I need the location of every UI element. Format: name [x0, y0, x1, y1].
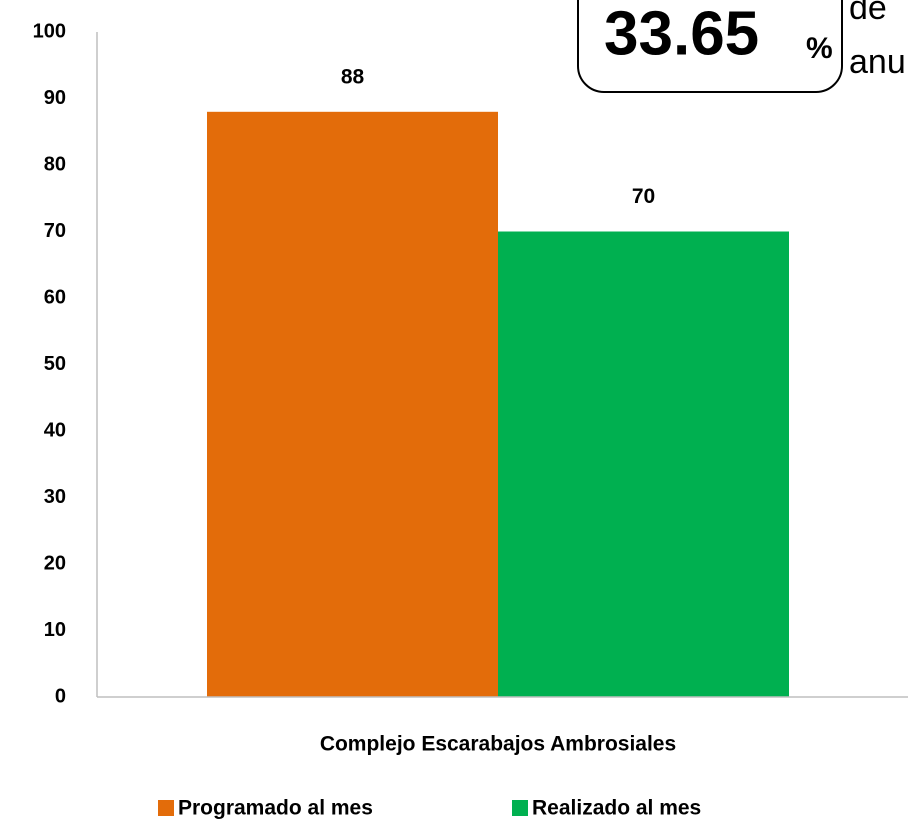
- y-tick-label: 70: [44, 220, 66, 242]
- legend-swatch: [158, 800, 174, 816]
- legend-label: Realizado al mes: [532, 797, 701, 820]
- y-tick-label: 20: [44, 552, 66, 574]
- bar: [207, 111, 498, 698]
- annotation-text: anu: [849, 43, 906, 81]
- annotation-value: 33.65: [604, 0, 759, 68]
- y-tick-label: 80: [44, 153, 66, 175]
- bar: [498, 231, 789, 697]
- y-tick-label: 100: [33, 20, 66, 42]
- x-tick-label: Complejo Escarabajos Ambrosiales: [320, 733, 676, 756]
- annotation-text: de: [849, 0, 887, 27]
- y-tick-label: 60: [44, 286, 66, 308]
- data-label: 70: [632, 185, 655, 208]
- y-tick-label: 0: [55, 685, 66, 707]
- annotation-unit: %: [806, 32, 833, 65]
- y-tick-label: 30: [44, 486, 66, 508]
- annotation-box: [577, 0, 843, 93]
- legend-swatch: [512, 800, 528, 816]
- data-label: 88: [341, 65, 365, 88]
- y-tick-label: 50: [44, 353, 66, 375]
- y-tick-label: 40: [44, 419, 66, 441]
- legend-label: Programado al mes: [178, 797, 373, 820]
- y-tick-label: 10: [44, 619, 66, 641]
- y-tick-label: 90: [44, 87, 66, 109]
